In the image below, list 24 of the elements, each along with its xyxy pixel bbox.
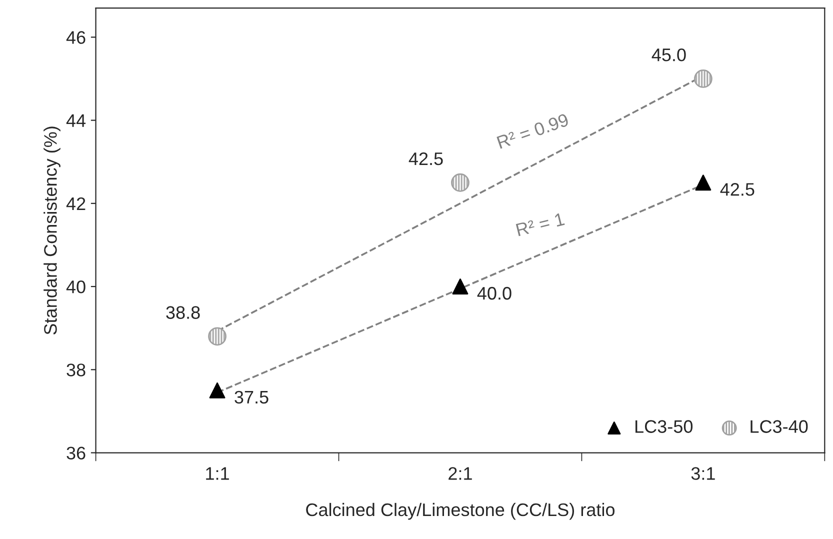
data-label: 45.0 xyxy=(652,48,686,62)
y-axis-title: Standard Consistency (%) xyxy=(44,126,60,334)
x-tick-label: 1:1 xyxy=(206,467,229,480)
data-label: 42.5 xyxy=(720,183,754,196)
y-tick-label: 40 xyxy=(66,280,86,294)
data-label: 40.0 xyxy=(477,286,512,300)
y-tick-label: 42 xyxy=(66,197,86,210)
y-tick-label: 36 xyxy=(66,446,86,460)
legend-label: LC3-40 xyxy=(750,420,808,433)
legend-label: LC3-50 xyxy=(636,420,693,433)
x-axis-title: Calcined Clay/Limestone (CC/LS) ratio xyxy=(306,502,615,520)
data-label: 42.5 xyxy=(408,152,443,166)
point xyxy=(695,174,712,191)
annotation: R² = 1 xyxy=(516,212,565,236)
y-tick-label: 38 xyxy=(66,364,86,376)
y-tick-label: 46 xyxy=(66,31,86,44)
data-label: 38.8 xyxy=(166,306,200,319)
x-tick-label: 2:1 xyxy=(448,467,472,480)
point xyxy=(452,278,468,295)
y-tick-label: 44 xyxy=(66,114,86,127)
x-tick-label: 3:1 xyxy=(691,467,715,480)
point xyxy=(209,382,226,398)
annotation: R² = 0.99 xyxy=(496,113,570,149)
data-label: 37.5 xyxy=(234,390,268,404)
